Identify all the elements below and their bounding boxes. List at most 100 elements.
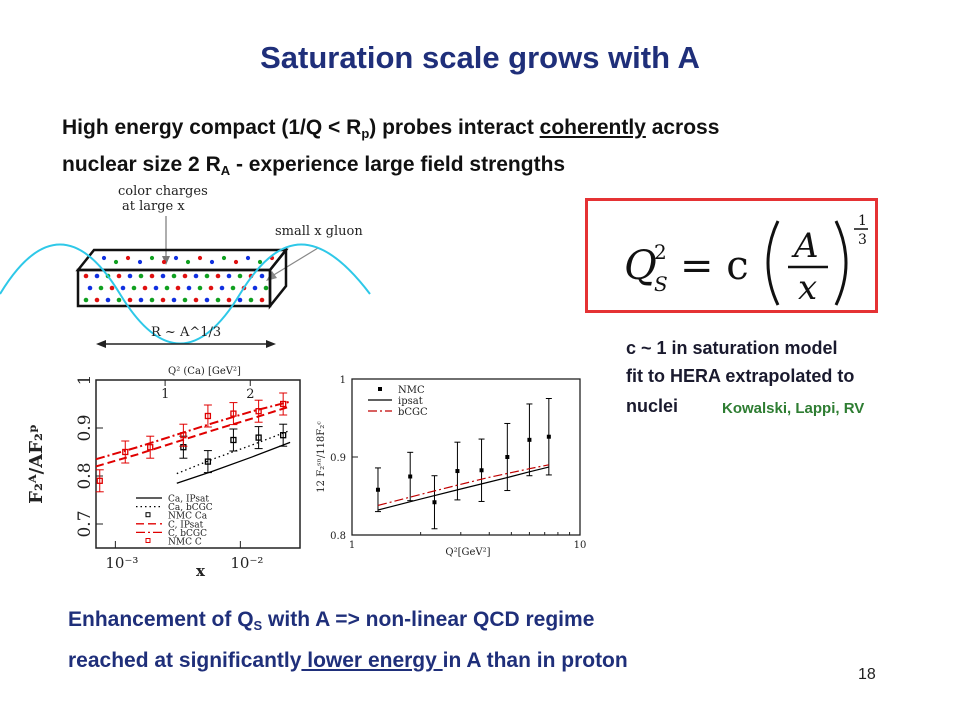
conclusion-underlined: lower energy xyxy=(301,649,443,672)
plot-frame xyxy=(95,379,301,549)
series-line xyxy=(377,464,549,506)
saturation-formula: Q 2 S = c A x 1 3 xyxy=(624,213,868,308)
color-charge-dot xyxy=(173,255,179,261)
intro-subscript: p xyxy=(361,126,370,141)
legend-label: NMC Ca xyxy=(168,512,208,522)
series-line xyxy=(176,441,291,484)
data-point xyxy=(375,487,380,492)
small-x-gluon-wave xyxy=(0,243,371,345)
conclusion-text: reached at significantly xyxy=(68,649,302,672)
color-charge-dot xyxy=(175,285,181,291)
legend-label: ipsat xyxy=(398,396,423,407)
gluon-arrow xyxy=(271,247,319,277)
color-charge-dot xyxy=(137,259,143,265)
legend-marker xyxy=(378,387,382,391)
x-axis-label: Q²[GeV²] xyxy=(445,547,490,558)
color-charge-dot xyxy=(125,255,131,261)
data-point xyxy=(527,437,532,442)
legend-label: C, IPsat xyxy=(168,520,204,530)
x-tick-label: 1 xyxy=(349,540,355,551)
note-line-3: nuclei xyxy=(626,396,679,416)
data-point xyxy=(204,412,212,420)
gluon-arrowhead xyxy=(266,271,277,281)
color-charge-dot xyxy=(204,297,210,303)
color-charge-dot xyxy=(153,285,159,291)
color-charge-dot xyxy=(94,297,100,303)
color-charge-dot xyxy=(98,285,104,291)
color-charge-dot xyxy=(233,259,239,265)
color-charge-dot xyxy=(193,297,199,303)
series-line xyxy=(377,466,549,511)
data-point xyxy=(122,448,129,456)
intro-text: - experience large field strengths xyxy=(230,153,566,176)
legend-label: bCGC xyxy=(398,407,428,418)
color-charge-dot xyxy=(257,259,263,265)
color-charge-dot xyxy=(160,273,166,279)
intro-line-2: nuclear size 2 RA - experience large fie… xyxy=(62,153,565,178)
x-tick-label: 10 xyxy=(574,540,587,551)
color-charge-dot xyxy=(171,297,177,303)
color-charge-dot xyxy=(149,273,155,279)
y-tick-label: 1 xyxy=(75,375,95,386)
note-line-2: fit to HERA extrapolated to xyxy=(626,366,855,386)
color-charge-dot xyxy=(226,273,232,279)
formula-q: Q xyxy=(624,243,657,289)
color-charge-dot xyxy=(138,273,144,279)
y-tick-label: 0.8 xyxy=(75,462,95,489)
label-gluon: small x gluon xyxy=(275,224,363,239)
color-charge-dot xyxy=(113,259,119,265)
y-axis-label: 12 F₂ˢⁿ/118F₂ᶜ xyxy=(316,421,327,493)
label-color-charges-2: at large x xyxy=(122,199,185,214)
color-charge-dot xyxy=(161,259,167,265)
label-radius: R ~ A^1/3 xyxy=(151,325,221,340)
slide-title: Saturation scale grows with A xyxy=(260,40,700,75)
color-charge-dot xyxy=(197,285,203,291)
formula-paren-right xyxy=(834,220,848,306)
formula-eq: = c xyxy=(680,243,749,289)
data-point xyxy=(505,455,510,459)
ratio-vs-x-plot: 0.7 0.8 0.9 1 10⁻³ 10⁻² Q² (Ca) [GeV²] 1 2 x F₂ᴬ/A… xyxy=(26,366,301,580)
intro-text: nuclear size 2 R xyxy=(62,153,221,176)
formula-sub: S xyxy=(654,272,668,296)
color-charge-dot xyxy=(101,255,107,261)
color-charge-dot xyxy=(87,285,93,291)
color-charge-dot xyxy=(83,297,89,303)
references: Kowalski, Lappi, RV xyxy=(722,400,865,417)
color-charge-dot xyxy=(116,297,122,303)
data-point xyxy=(546,434,551,439)
legend-marker xyxy=(145,538,151,543)
sn-c-ratio-plot: 0.8 0.9 1 1 10 Q²[GeV²] 12 F₂ˢⁿ/118F₂ᶜ NMCipsat… xyxy=(316,375,587,558)
color-charge-dot xyxy=(127,297,133,303)
color-charge-dot xyxy=(182,273,188,279)
legend-label: NMC C xyxy=(168,538,202,548)
intro-text: ) probes interact xyxy=(369,116,540,139)
color-charge-dot xyxy=(94,273,100,279)
color-charge-dot xyxy=(230,285,236,291)
y-tick-label: 0.9 xyxy=(75,414,95,441)
data-point xyxy=(180,432,187,439)
color-charge-dot xyxy=(221,255,227,261)
data-point xyxy=(455,469,460,474)
color-charge-dot xyxy=(215,273,221,279)
conclusion-line-1: Enhancement of QS with A => non-linear Q… xyxy=(68,608,594,633)
note-line-1: c ~ 1 in saturation model xyxy=(626,338,838,358)
nucleus-box-top xyxy=(75,248,289,272)
conclusion-text: with A => non-linear QCD regime xyxy=(262,608,595,631)
color-charge-dot xyxy=(127,273,133,279)
color-charge-dot xyxy=(164,285,170,291)
x-axis-label: x xyxy=(196,562,206,580)
data-point xyxy=(204,458,212,465)
legend-label: C, bCGC xyxy=(168,529,207,539)
intro-subscript: A xyxy=(220,163,231,178)
top-tick-label: 2 xyxy=(246,387,254,402)
charges-arrowhead xyxy=(162,256,170,265)
data-point xyxy=(280,400,287,408)
color-charge-dot xyxy=(131,285,137,291)
color-charge-dot xyxy=(120,285,126,291)
y-tick-label: 0.8 xyxy=(330,531,346,542)
color-charge-dot xyxy=(226,297,232,303)
color-charge-dot xyxy=(197,255,203,261)
conclusion-subscript: S xyxy=(253,618,263,633)
formula-numerator: A xyxy=(791,226,819,266)
color-charge-dot xyxy=(149,255,155,261)
